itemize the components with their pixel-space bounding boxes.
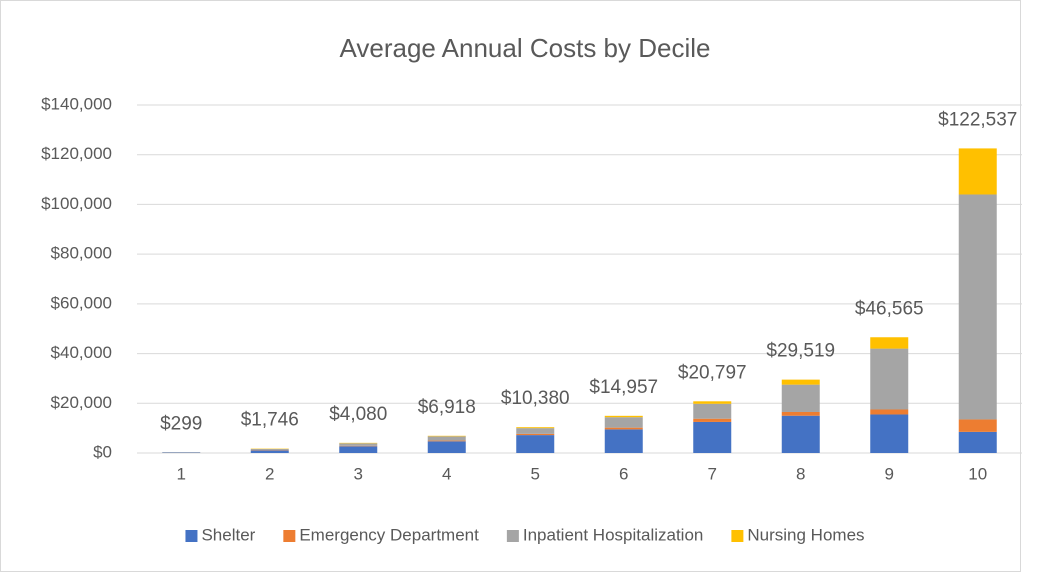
bar-segment [693, 421, 732, 453]
bar-segment [604, 417, 643, 428]
legend-swatch [283, 530, 296, 542]
total-label: $10,380 [501, 388, 570, 409]
bar-segment [516, 428, 555, 434]
legend-swatch [185, 530, 198, 542]
x-tick-label: 10 [968, 464, 987, 483]
bar-segment [870, 414, 909, 453]
y-tick-label: $100,000 [41, 194, 112, 213]
bar-segment [781, 384, 820, 412]
bar-segment [604, 415, 643, 418]
legend-label: Shelter [201, 525, 255, 544]
y-tick-label: $120,000 [41, 144, 112, 163]
legend-swatch [506, 530, 519, 542]
y-tick-label: $60,000 [51, 293, 112, 312]
y-tick-label: $40,000 [51, 343, 112, 362]
bar-segment [339, 446, 378, 453]
bar-segment [870, 348, 909, 410]
x-tick-label: 7 [708, 464, 717, 483]
legend-label: Nursing Homes [747, 525, 864, 544]
x-tick-label: 2 [265, 464, 274, 483]
legend-label: Emergency Department [299, 525, 479, 544]
bar-segment [870, 409, 909, 415]
bar-segment [250, 449, 289, 451]
x-tick-label: 8 [796, 464, 805, 483]
bar-segment [958, 431, 997, 453]
y-tick-label: $140,000 [41, 94, 112, 113]
chart-title: Average Annual Costs by Decile [340, 33, 711, 63]
bar-segment [427, 435, 466, 437]
x-tick-label: 4 [442, 464, 451, 483]
legend-swatch [731, 530, 744, 542]
x-tick-label: 5 [531, 464, 540, 483]
total-label: $29,519 [766, 341, 835, 362]
x-tick-label: 1 [177, 464, 186, 483]
x-tick-label: 3 [354, 464, 363, 483]
bar-segment [427, 440, 466, 442]
legend-label: Inpatient Hospitalization [523, 525, 704, 544]
total-label: $14,957 [589, 377, 658, 398]
bar-segment [516, 435, 555, 453]
bar-segment [693, 403, 732, 419]
bar-segment [958, 194, 997, 420]
x-tick-label: 6 [619, 464, 628, 483]
bar-segment [693, 401, 732, 404]
bar-segment [339, 443, 378, 446]
total-label: $299 [160, 413, 202, 434]
total-label: $20,797 [678, 362, 747, 383]
bar-segment [516, 433, 555, 436]
y-tick-label: $20,000 [51, 393, 112, 412]
bar-segment [958, 419, 997, 432]
x-tick-label: 9 [885, 464, 894, 483]
y-tick-label: $80,000 [51, 244, 112, 263]
bar-segment [516, 427, 555, 429]
y-tick-label: $0 [93, 442, 112, 461]
bar-segment [427, 436, 466, 441]
bar-segment [427, 441, 466, 453]
bar-segment [604, 429, 643, 453]
total-label: $4,080 [329, 404, 387, 425]
total-label: $6,918 [418, 397, 476, 418]
bar-segment [604, 427, 643, 430]
bar-segment [781, 411, 820, 416]
bar-segment [958, 148, 997, 195]
total-label: $46,565 [855, 298, 924, 319]
total-label: $122,537 [938, 109, 1017, 130]
bar-segment [693, 418, 732, 422]
bar-segment [250, 450, 289, 453]
bar-segment [870, 337, 909, 349]
bar-segment [781, 379, 820, 385]
total-label: $1,746 [241, 410, 299, 431]
bar-segment [781, 415, 820, 453]
